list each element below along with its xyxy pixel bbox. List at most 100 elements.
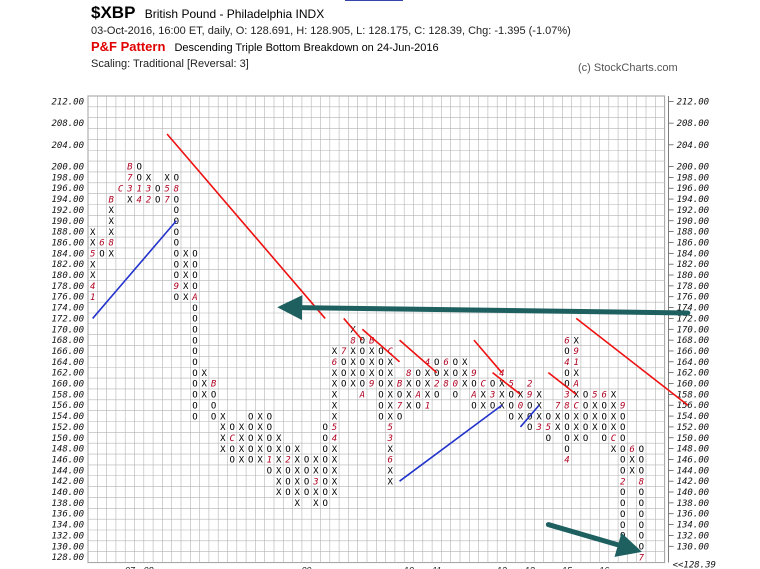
x-box: X <box>146 174 152 184</box>
o-box: O <box>192 282 197 292</box>
y-tick-label: 192.00 <box>51 206 84 216</box>
o-box: O <box>192 250 197 260</box>
x-box: X <box>499 380 505 390</box>
y-tick-label: 188.00 <box>677 228 710 238</box>
o-box: O <box>620 521 625 531</box>
month-marker: 1 <box>425 401 430 411</box>
x-box: X <box>350 358 356 368</box>
x-box: X <box>313 467 319 477</box>
o-box: O <box>620 456 625 466</box>
y-tick-label: 154.00 <box>51 412 84 422</box>
month-marker: A <box>191 293 197 303</box>
month-marker: 5 <box>388 423 393 433</box>
last-price-label: <<128.39 <box>673 561 716 569</box>
x-box: X <box>332 347 338 357</box>
o-box: O <box>192 347 197 357</box>
month-marker: 5 <box>90 250 95 260</box>
o-box: O <box>620 412 625 422</box>
y-tick-label: 212.00 <box>51 97 84 107</box>
x-box: X <box>127 195 133 205</box>
month-marker: 6 <box>388 456 393 466</box>
month-marker: 2 <box>620 477 625 487</box>
x-box: X <box>202 391 208 401</box>
o-box: O <box>174 260 179 270</box>
x-box: X <box>611 401 617 411</box>
o-box: O <box>434 369 439 379</box>
month-marker: 3 <box>126 184 132 194</box>
month-marker: 7 <box>341 347 347 357</box>
y-tick-label: 152.00 <box>677 423 710 433</box>
o-box: O <box>453 391 458 401</box>
o-box: O <box>583 434 588 444</box>
o-box: O <box>397 412 402 422</box>
month-marker: 8 <box>639 477 644 487</box>
x-box: X <box>462 380 468 390</box>
month-marker: A <box>470 391 476 401</box>
month-marker: B <box>211 380 217 390</box>
x-box: X <box>592 423 598 433</box>
o-box: O <box>304 477 309 487</box>
x-box: X <box>388 445 394 455</box>
resistance-trendline <box>575 317 689 406</box>
y-tick-label: 156.00 <box>677 401 710 411</box>
y-tick-label: 134.00 <box>51 521 84 531</box>
x-box: X <box>369 347 375 357</box>
x-box: X <box>499 401 505 411</box>
x-box: X <box>332 488 338 498</box>
y-tick-label: 178.00 <box>677 282 710 292</box>
x-box: X <box>611 445 617 455</box>
resistance-trendline <box>166 133 326 319</box>
teal-arrow <box>545 522 642 557</box>
y-tick-label: 136.00 <box>677 510 710 520</box>
year-label: 13 <box>525 566 535 569</box>
x-box: X <box>536 412 542 422</box>
year-label: 16 <box>599 566 609 569</box>
y-tick-label: 156.00 <box>51 401 84 411</box>
x-box: X <box>388 477 394 487</box>
month-marker: 7 <box>164 195 170 205</box>
x-box: X <box>332 456 338 466</box>
month-marker: 6 <box>629 445 634 455</box>
month-marker: 7 <box>127 174 133 184</box>
o-box: O <box>639 456 644 466</box>
o-box: O <box>527 423 532 433</box>
o-box: O <box>620 445 625 455</box>
y-tick-label: 154.00 <box>677 412 710 422</box>
y-tick-label: 166.00 <box>51 347 84 357</box>
o-box: O <box>471 380 476 390</box>
month-marker: 7 <box>639 553 645 563</box>
month-marker: 6 <box>601 391 606 401</box>
x-axis-labels: 07 08 09 10 11 12 13 15 16 <box>125 566 609 569</box>
x-box: X <box>388 380 394 390</box>
o-box: O <box>639 542 644 552</box>
y-tick-label: 174.00 <box>677 304 710 314</box>
o-box: O <box>583 423 588 433</box>
o-box: O <box>322 445 327 455</box>
o-box: O <box>601 434 606 444</box>
x-box: X <box>574 336 580 346</box>
o-box: O <box>583 412 588 422</box>
month-marker: A <box>573 380 579 390</box>
y-tick-label: 162.00 <box>677 369 710 379</box>
month-marker: 3 <box>387 434 393 444</box>
y-tick-label: 196.00 <box>677 184 710 194</box>
y-tick-label: 176.00 <box>51 293 84 303</box>
x-box: X <box>313 456 319 466</box>
x-box: X <box>313 488 319 498</box>
y-tick-label: 180.00 <box>677 271 710 281</box>
month-marker: 2 <box>285 456 290 466</box>
o-box: O <box>248 445 253 455</box>
o-box: O <box>620 467 625 477</box>
o-box: O <box>583 391 588 401</box>
pattern-text: Descending Triple Bottom Breakdown on 24… <box>174 42 439 54</box>
o-box: O <box>564 412 569 422</box>
y-tick-label: 182.00 <box>677 260 710 270</box>
x-box: X <box>239 456 245 466</box>
x-box: X <box>332 445 338 455</box>
y-tick-label: 212.00 <box>677 97 710 107</box>
month-marker: 2 <box>527 380 532 390</box>
x-box: X <box>239 423 245 433</box>
x-box: X <box>425 391 431 401</box>
o-box: O <box>192 336 197 346</box>
x-box: X <box>202 369 208 379</box>
